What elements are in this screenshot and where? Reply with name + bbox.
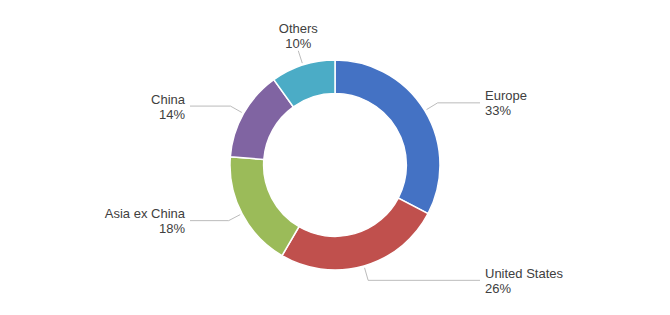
value-label: 33% [485,103,511,118]
connector [298,51,302,63]
slice-label: China [151,92,186,107]
slices [230,60,440,270]
connector [190,215,240,221]
connector [190,106,242,112]
slice-label: Others [279,21,319,36]
slice-label: Europe [485,88,527,103]
chart: Europe33% United States26% Asia ex China18… [0,0,670,315]
value-label: 14% [159,107,185,122]
slice [274,60,335,107]
value-label: 26% [485,281,511,296]
slice [282,198,428,270]
slice-label: Asia ex China [105,206,186,221]
slice [230,157,299,256]
value-label: 10% [285,36,311,51]
slice [335,60,440,214]
connector [427,103,480,110]
labels: Europe33% United States26% Asia ex China18… [105,21,564,296]
connector [365,268,480,280]
slice-label: United States [485,266,564,281]
plot: Europe33% United States26% Asia ex China18… [105,21,564,296]
value-label: 18% [159,221,185,236]
